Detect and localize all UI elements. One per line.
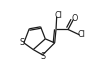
Text: S: S	[20, 38, 25, 47]
Text: S: S	[40, 52, 46, 61]
Text: O: O	[71, 14, 78, 23]
Text: Cl: Cl	[54, 11, 62, 20]
Text: Cl: Cl	[77, 30, 85, 39]
